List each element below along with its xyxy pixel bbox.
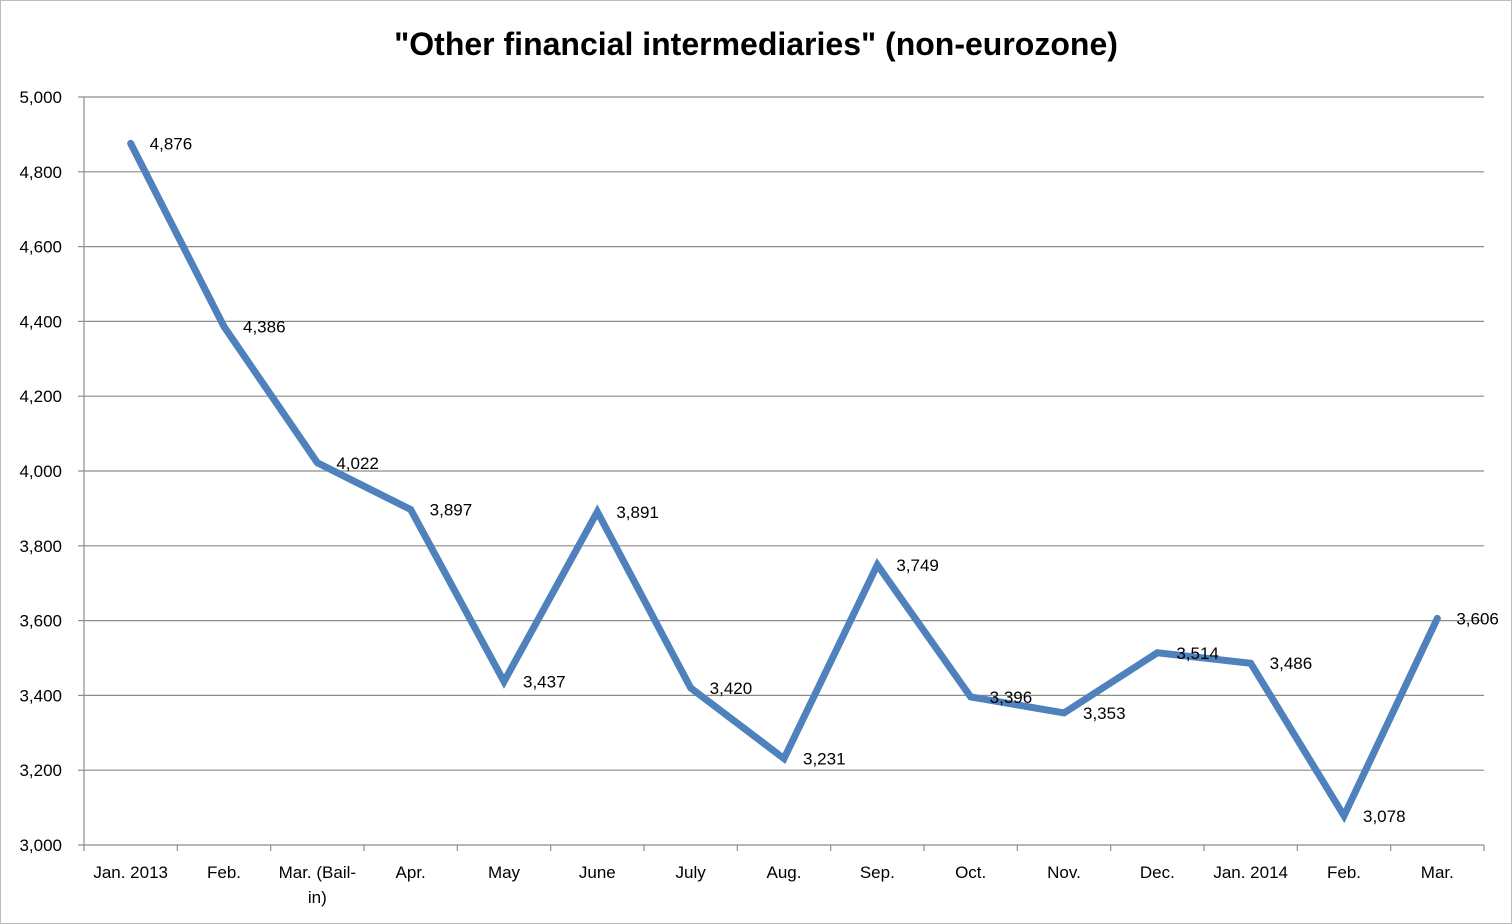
data-label: 3,231: [803, 750, 846, 769]
x-tick-label: Jan. 2013: [93, 863, 168, 882]
data-labels: 4,876 4,386 4,022 3,897 3,437 3,891 3,420 3,231…: [150, 134, 1499, 825]
y-tick-label: 3,600: [19, 612, 62, 631]
y-tick-label: 3,200: [19, 761, 62, 780]
y-tick-label: 5,000: [19, 88, 62, 107]
x-tick-label: Dec.: [1140, 863, 1175, 882]
data-label: 3,353: [1083, 704, 1126, 723]
data-label: 3,420: [710, 679, 753, 698]
x-tick-label: Nov.: [1047, 863, 1081, 882]
data-label: 3,437: [523, 673, 566, 692]
x-tick-label: Aug.: [767, 863, 802, 882]
data-label: 3,396: [990, 688, 1033, 707]
y-tick-label: 4,800: [19, 163, 62, 182]
x-tick-label: May: [488, 863, 521, 882]
y-tick-label: 3,400: [19, 686, 62, 705]
x-tick-label: Feb.: [1327, 863, 1361, 882]
data-label: 3,514: [1176, 644, 1219, 663]
y-axis-ticks: 3,000 3,200 3,400 3,600 3,800 4,000 4,200 4,400…: [19, 88, 84, 855]
data-label: 3,749: [896, 556, 939, 575]
y-tick-label: 4,000: [19, 462, 62, 481]
data-label: 3,606: [1456, 609, 1499, 628]
data-label: 4,386: [243, 318, 286, 337]
data-label: 4,876: [150, 134, 193, 153]
series-line: [127, 139, 1441, 824]
x-tick-label: Feb.: [207, 863, 241, 882]
series-group: [127, 139, 1441, 824]
y-tick-label: 4,600: [19, 238, 62, 257]
data-label: 3,078: [1363, 807, 1406, 826]
data-label: 3,891: [616, 503, 659, 522]
chart-title: "Other financial intermediaries" (non-eu…: [394, 26, 1118, 62]
data-label: 3,897: [430, 501, 473, 520]
x-tick-label: June: [579, 863, 616, 882]
data-label: 3,486: [1270, 654, 1313, 673]
x-tick-label: July: [676, 863, 707, 882]
y-tick-label: 4,200: [19, 387, 62, 406]
x-tick-label: Jan. 2014: [1213, 863, 1288, 882]
x-tick-label: Sep.: [860, 863, 895, 882]
y-tick-label: 3,800: [19, 537, 62, 556]
y-tick-label: 4,400: [19, 312, 62, 331]
x-tick-label: Mar.: [1421, 863, 1454, 882]
x-tick-label: Apr.: [396, 863, 426, 882]
gridlines: [84, 96, 1484, 771]
x-tick-label: Mar. (Bail-in): [279, 863, 356, 907]
data-label: 4,022: [336, 454, 379, 473]
x-tick-label: Oct.: [955, 863, 986, 882]
y-tick-label: 3,000: [19, 836, 62, 855]
x-axis-ticks: Jan. 2013 Feb. Mar. (Bail-in) Apr. May June Ju…: [83, 845, 1485, 907]
